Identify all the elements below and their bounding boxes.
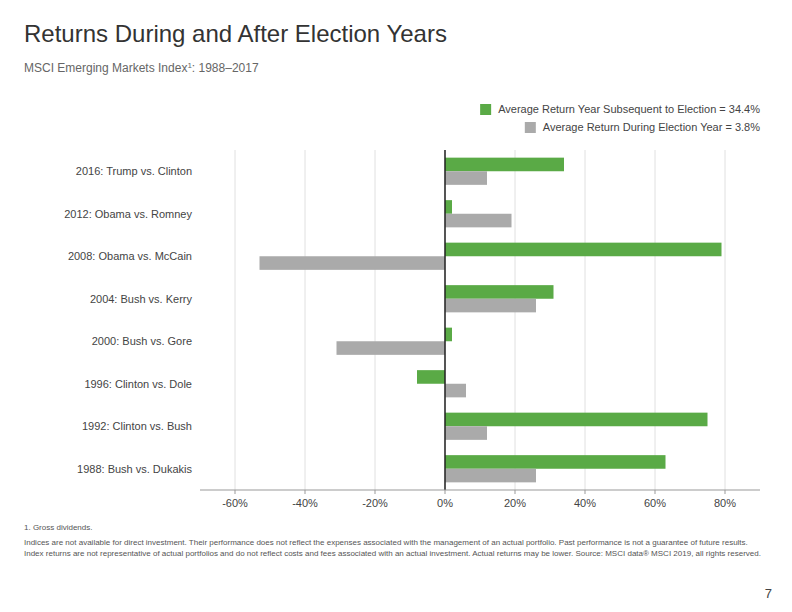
- category-label: 1992: Clinton vs. Bush: [82, 420, 192, 432]
- bar: [337, 341, 446, 355]
- bar: [445, 455, 666, 469]
- grid-line: [305, 150, 306, 490]
- grid-line: [235, 150, 236, 490]
- category-label: 2016: Trump vs. Clinton: [76, 165, 192, 177]
- category-label: 2000: Bush vs. Gore: [92, 335, 192, 347]
- category-label: 1988: Bush vs. Dukakis: [77, 463, 192, 475]
- category-label: 2012: Obama vs. Romney: [64, 208, 192, 220]
- x-tick: [305, 490, 306, 494]
- bar: [417, 370, 445, 384]
- x-tick: [655, 490, 656, 494]
- bar: [445, 328, 452, 342]
- footnote: 1. Gross dividends.: [24, 523, 92, 532]
- grid-line: [655, 150, 656, 490]
- grid-line: [445, 150, 446, 490]
- x-tick-label: 20%: [504, 497, 526, 509]
- bar: [260, 256, 446, 270]
- category-label: 2004: Bush vs. Kerry: [90, 293, 193, 305]
- footnote-line: Index returns are not representative of …: [24, 549, 761, 558]
- bar: [445, 384, 466, 398]
- x-axis-line: [200, 490, 760, 491]
- legend-swatch: [480, 104, 491, 115]
- zero-line: [444, 150, 446, 490]
- subtitle: MSCI Emerging Markets Index1: 1988–2017: [24, 61, 259, 76]
- grid-line: [375, 150, 376, 490]
- grid-line: [725, 150, 726, 490]
- grid-line: [515, 150, 516, 490]
- grid-line: [585, 150, 586, 490]
- bar: [445, 171, 487, 185]
- bars: [260, 158, 722, 483]
- legend-label: Average Return Year Subsequent to Electi…: [498, 103, 760, 115]
- bar: [445, 200, 452, 214]
- footnote-line: Indices are not available for direct inv…: [24, 538, 748, 547]
- legend: Average Return Year Subsequent to Electi…: [480, 103, 760, 133]
- x-tick-label: 60%: [644, 497, 666, 509]
- bar: [445, 158, 564, 172]
- x-tick-label: -20%: [362, 497, 388, 509]
- bar: [445, 469, 536, 483]
- x-tick-label: 80%: [714, 497, 736, 509]
- grid: [235, 150, 725, 490]
- legend-swatch: [525, 122, 536, 133]
- subtitle-part: : 1988–2017: [192, 61, 259, 75]
- chart: Returns During and After Election Years M…: [0, 0, 792, 612]
- title: Returns During and After Election Years: [24, 20, 447, 47]
- x-tick-label: 0%: [437, 497, 453, 509]
- x-tick: [725, 490, 726, 494]
- x-tick-label: -60%: [222, 497, 248, 509]
- bar: [445, 243, 722, 257]
- bar: [445, 214, 512, 228]
- bar: [445, 413, 708, 427]
- x-tick-label: 40%: [574, 497, 596, 509]
- x-tick: [235, 490, 236, 494]
- category-label: 1996: Clinton vs. Dole: [84, 378, 192, 390]
- bar: [445, 426, 487, 440]
- x-tick: [585, 490, 586, 494]
- x-tick-label: -40%: [292, 497, 318, 509]
- bar: [445, 299, 536, 313]
- x-tick: [515, 490, 516, 494]
- x-tick: [445, 490, 446, 494]
- subtitle-part: MSCI Emerging Markets Index: [24, 61, 187, 75]
- category-label: 2008: Obama vs. McCain: [68, 250, 192, 262]
- legend-label: Average Return During Election Year = 3.…: [543, 121, 760, 133]
- bar: [445, 285, 554, 299]
- page-number: 7: [765, 586, 772, 601]
- x-tick: [375, 490, 376, 494]
- footnote: Indices are not available for direct inv…: [24, 538, 761, 558]
